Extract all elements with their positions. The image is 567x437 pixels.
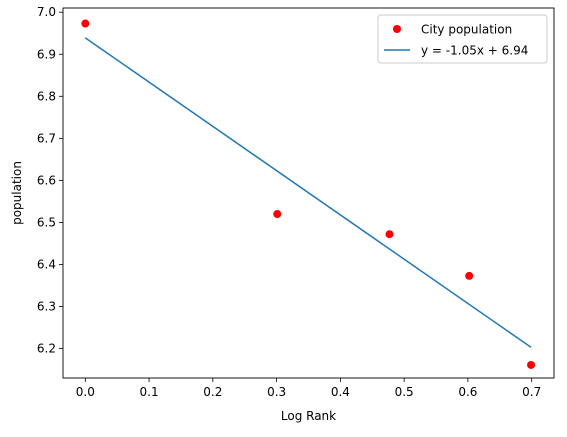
legend-box: [377, 14, 548, 64]
y-axis-ticks: 6.2 6.3 6.4 6.5 6.6 6.7 6.8 6.9 7.0: [37, 5, 63, 356]
data-point-city-population: [273, 210, 282, 219]
x-tick-label: 0.7: [522, 385, 541, 399]
data-point-city-population: [527, 360, 536, 369]
x-tick-label: 0.4: [331, 385, 350, 399]
y-tick-label: 6.4: [37, 257, 56, 271]
y-tick-label: 7.0: [37, 5, 56, 19]
x-tick-label: 0.6: [458, 385, 477, 399]
legend-marker-city-population: [393, 25, 401, 33]
y-tick-label: 6.3: [37, 300, 56, 314]
x-tick-label: 0.5: [395, 385, 414, 399]
x-tick-label: 0.1: [140, 385, 159, 399]
x-axis-label: Log Rank: [281, 409, 336, 423]
data-point-city-population: [81, 19, 90, 28]
y-axis-label: population: [10, 161, 24, 225]
legend-label-city-population: City population: [421, 23, 512, 37]
x-tick-label: 0.3: [267, 385, 286, 399]
y-tick-label: 6.2: [37, 342, 56, 356]
y-tick-label: 6.5: [37, 215, 56, 229]
y-tick-label: 6.8: [37, 89, 56, 103]
series-layer: [81, 19, 536, 369]
legend: City population y = -1.05x + 6.94: [377, 14, 548, 64]
legend-label-fit: y = -1.05x + 6.94: [421, 44, 528, 58]
x-axis-ticks: 0.0 0.1 0.2 0.3 0.4 0.5 0.6 0.7: [76, 378, 541, 399]
y-tick-label: 6.6: [37, 173, 56, 187]
data-point-city-population: [385, 230, 394, 239]
x-tick-label: 0.0: [76, 385, 95, 399]
y-tick-label: 6.9: [37, 47, 56, 61]
x-tick-label: 0.2: [203, 385, 222, 399]
fit-line: [84, 37, 532, 348]
data-point-city-population: [465, 271, 474, 280]
y-tick-label: 6.7: [37, 131, 56, 145]
